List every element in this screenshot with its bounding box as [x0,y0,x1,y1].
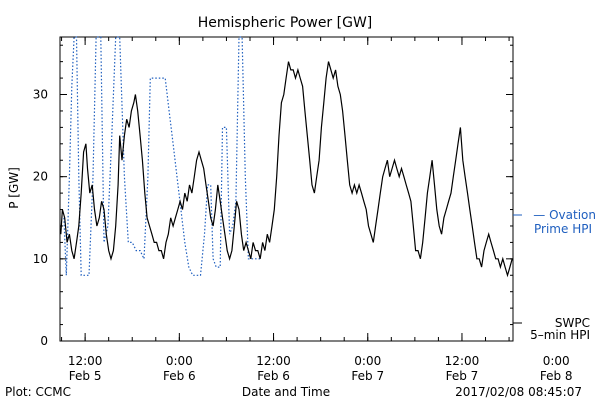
plot-frame [59,36,514,342]
legend-ovation-line2: Prime HPI [534,222,592,236]
chart-title: Hemispheric Power [GW] [198,15,373,31]
series-ovation-line [63,36,261,276]
series-layer [60,36,513,278]
x-tick-date: Feb 8 [540,369,573,383]
x-tick-date: Feb 7 [446,369,479,383]
y-tick-label: 30 [33,88,48,102]
x-tick-time: 0:00 [543,354,570,368]
x-tick-time: 12:00 [445,354,480,368]
x-tick-date: Feb 6 [163,369,196,383]
y-tick-label: 10 [33,252,48,266]
x-tick-date: Feb 7 [351,369,384,383]
y-axis-label: P [GW] [7,167,21,209]
x-tick-time: 0:00 [354,354,381,368]
plot-credit: Plot: CCMC [5,385,71,399]
x-tick-date: Feb 6 [257,369,290,383]
legend-swpc-line2: 5–min HPI [530,328,590,342]
x-tick-date: Feb 5 [69,369,102,383]
series-swpc-line [60,61,513,278]
y-axis-ticks: 0 10 20 30 [33,44,513,348]
y-tick-label: 20 [33,170,48,184]
x-tick-time: 12:00 [68,354,103,368]
y-tick-label: 0 [40,334,48,348]
x-tick-time: 12:00 [256,354,291,368]
x-axis-label: Date and Time [242,385,330,399]
legend-ovation-line1: — Ovation [533,208,596,222]
plot-timestamp: 2017/02/08 08:45:07 [455,385,582,399]
legend-swpc-line1: SWPC [555,316,590,330]
x-tick-time: 0:00 [166,354,193,368]
